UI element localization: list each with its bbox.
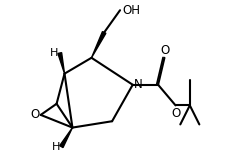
Text: N: N: [134, 78, 143, 91]
Text: O: O: [31, 108, 40, 121]
Polygon shape: [92, 32, 106, 58]
Text: H: H: [50, 48, 58, 58]
Polygon shape: [60, 128, 72, 148]
Text: O: O: [171, 107, 180, 120]
Text: O: O: [160, 44, 169, 56]
Polygon shape: [58, 53, 64, 74]
Text: H: H: [51, 142, 60, 152]
Text: OH: OH: [122, 4, 140, 17]
